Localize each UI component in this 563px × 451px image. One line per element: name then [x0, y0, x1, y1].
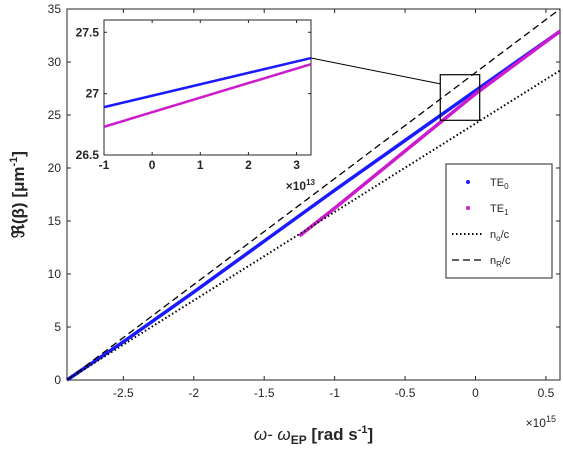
x-label-post: [rad s	[307, 425, 358, 444]
zoom-connector	[310, 57, 441, 85]
axis-labels: ω- ωEP [rad s-1]ℜ(β) [μm-1]	[8, 151, 373, 447]
y-tick-label: 30	[48, 55, 62, 69]
inset-x-exponent-label: ×1013	[286, 178, 316, 193]
x-tick-label: 0	[472, 386, 479, 400]
legend-label-post: /c	[501, 229, 510, 241]
legend-label-sub: 0	[504, 182, 509, 191]
inset-plot-area	[103, 19, 312, 156]
legend-label-main: TE	[490, 177, 504, 189]
legend-label-sub: 1	[504, 208, 509, 217]
legend-label-TE0: TE0	[490, 177, 509, 191]
y-axis-label: ℜ(β) [μm-1]	[8, 151, 28, 238]
inset-x-tick-label: 2	[245, 158, 252, 172]
y-tick-label: 5	[54, 320, 61, 334]
inset-x-exponent-power: 13	[306, 178, 315, 187]
inset-x-tick-label: 0	[149, 158, 156, 172]
x-exponent-base: ×10	[526, 416, 547, 430]
legend-label-nR/c: nR/c	[490, 255, 511, 269]
legend-label-sub: R	[496, 260, 502, 269]
inset-series-TE1-line	[103, 62, 312, 128]
x-label-omega: ω- ω	[254, 425, 291, 444]
inset-y-tick-label: 26.5	[76, 148, 100, 162]
legend-label-TE1: TE1	[490, 203, 509, 217]
y-tick-label: 15	[48, 214, 62, 228]
x-tick-label: -0.5	[395, 386, 416, 400]
y-label-sup: -1	[8, 157, 20, 167]
y-tick-label: 0	[54, 373, 61, 387]
legend-label-sub: o	[496, 234, 501, 243]
series-nR/c-line	[66, 8, 561, 381]
inset-y-tick-label: 27.5	[76, 25, 100, 39]
x-label-end: ]	[368, 425, 374, 444]
series-no/c-line	[66, 69, 561, 381]
x-tick-label: -1.5	[254, 386, 275, 400]
x-label-sub: EP	[291, 433, 307, 447]
inset-series-TE0-line	[103, 56, 312, 109]
x-tick-label: 0.5	[538, 386, 555, 400]
legend-label-main: n	[490, 229, 496, 241]
legend-label-no/c: no/c	[490, 229, 510, 243]
x-tick-label: -2	[188, 386, 199, 400]
legend-marker-TE1	[466, 206, 470, 210]
inset-x-exponent-base: ×10	[286, 179, 307, 193]
x-tick-label: -1	[329, 386, 340, 400]
legend-label-main: TE	[490, 203, 504, 215]
y-tick-label: 35	[48, 2, 62, 16]
x-exponent-label: ×1015	[526, 414, 556, 430]
y-label-end: ]	[9, 151, 28, 157]
legend-marker-TE0	[466, 180, 470, 184]
inset-x-tick-label: 1	[197, 158, 204, 172]
series-TE1-line	[298, 29, 562, 238]
legend-box	[445, 163, 553, 279]
inset-y-tick-label: 27	[86, 87, 100, 101]
y-tick-label: 10	[48, 267, 62, 281]
series-TE0-line	[66, 29, 562, 382]
y-label-main: ℜ(β) [μm	[9, 167, 28, 238]
y-tick-label: 20	[48, 161, 62, 175]
inset-axes: -1 0 1 2 3 26.5 27 27.5 ×1013	[76, 19, 441, 193]
x-axis-label: ω- ωEP [rad s-1]	[254, 424, 373, 447]
x-tick-label: -2.5	[113, 386, 134, 400]
legend-label-post: /c	[502, 255, 511, 267]
y-tick-label: 25	[48, 108, 62, 122]
x-label-sup: -1	[358, 424, 368, 436]
inset-x-tick-label: -1	[99, 158, 110, 172]
legend-label-main: n	[490, 255, 496, 267]
zoom-box	[439, 74, 481, 121]
inset-x-tick-label: 3	[293, 158, 300, 172]
x-exponent-power: 15	[546, 414, 556, 424]
